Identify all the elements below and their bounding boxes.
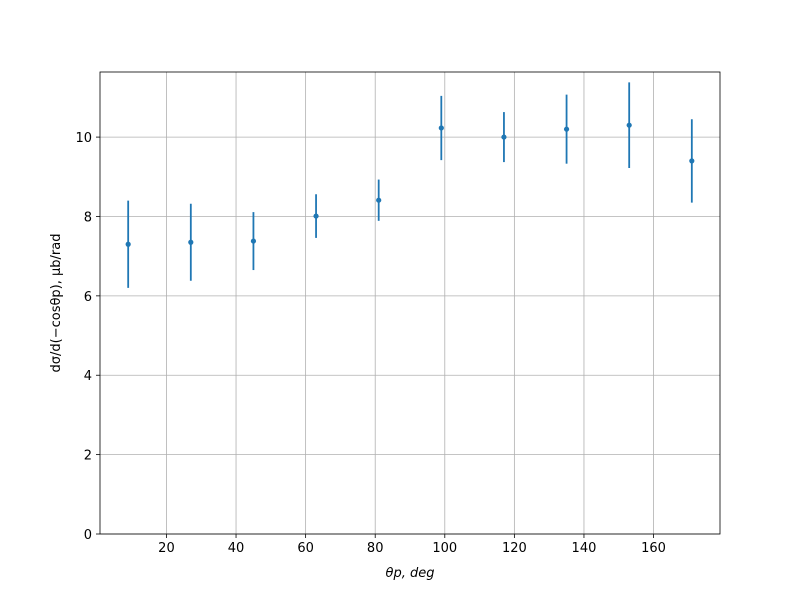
data-point (501, 134, 507, 140)
data-point (563, 126, 570, 132)
x-tick-label: 20 (158, 541, 175, 556)
data-point (188, 239, 194, 245)
y-tick-label: 8 (84, 210, 92, 225)
x-tick-label: 60 (297, 541, 314, 556)
x-tick-label: 160 (641, 541, 666, 556)
x-tick-label: 80 (367, 541, 384, 556)
y-tick-label: 4 (84, 369, 92, 384)
data-point (376, 197, 382, 203)
y-tick-label: 10 (75, 131, 92, 146)
x-tick-label: 40 (228, 541, 245, 556)
plot-frame (99, 71, 721, 535)
data-point (250, 238, 257, 244)
y-tick-label: 0 (84, 528, 92, 543)
data-point (438, 125, 444, 131)
data-point (689, 158, 695, 164)
data-point (626, 122, 632, 128)
x-tick-label: 100 (432, 541, 457, 556)
y-tick-label: 6 (84, 290, 92, 305)
y-tick-label: 2 (84, 449, 92, 464)
data-point (125, 241, 131, 247)
x-tick-label: 120 (502, 541, 527, 556)
data-point (313, 213, 319, 219)
y-axis-label: dσ/d(−cosθp), μb/rad (49, 234, 64, 373)
x-tick-label: 140 (572, 541, 597, 556)
x-axis-label: θp, deg (386, 566, 435, 581)
